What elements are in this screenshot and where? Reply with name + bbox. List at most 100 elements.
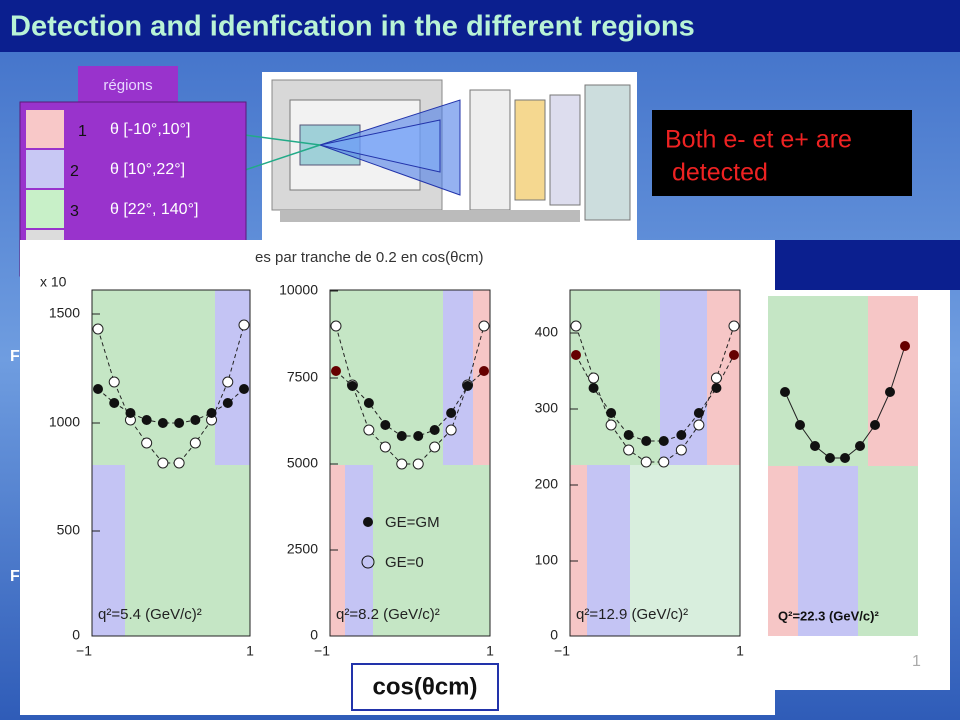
legend-entry: GE=0: [385, 554, 424, 571]
curve: [335, 370, 485, 437]
blue-bar: [765, 240, 960, 290]
open-point: [588, 372, 600, 384]
filled-point: [141, 415, 152, 425]
region-range: θ [-10°,10°]: [110, 121, 190, 138]
region-band: [215, 290, 250, 465]
filled-point: [571, 350, 581, 360]
curve: [575, 325, 735, 463]
y-tick-label: 0: [72, 627, 80, 643]
region-band: [330, 290, 443, 465]
region-band: [768, 466, 798, 636]
region-band: [630, 465, 740, 636]
open-point: [623, 444, 635, 456]
region-band: [570, 290, 660, 465]
filled-point: [693, 408, 704, 418]
y-tick-label: 0: [550, 627, 558, 643]
region-swatch: [26, 110, 64, 148]
filled-point: [840, 453, 850, 463]
plot-frame: [569, 289, 741, 637]
region-range: θ [22°, 140°]: [110, 201, 198, 218]
plot-frame: [91, 289, 251, 637]
filled-point: [222, 398, 233, 408]
panel-label: q²=8.2 (GeV/c)²: [336, 606, 440, 623]
region-number: 1: [78, 123, 87, 140]
x-tick-label: 1: [246, 643, 254, 659]
title-bar: [0, 0, 960, 52]
region-band: [92, 465, 125, 636]
x-tick-label: −1: [314, 643, 330, 659]
figure-caption: es par tranche de 0.2 en cos(θcm): [255, 249, 483, 266]
filled-point: [641, 436, 652, 446]
filled-point: [429, 425, 440, 435]
callout-line: detected: [672, 159, 768, 187]
region-band: [373, 465, 490, 636]
x-tick-label: −1: [554, 643, 570, 659]
open-point: [363, 424, 375, 436]
filled-point: [825, 453, 835, 463]
legend-entry: GE=GM: [385, 514, 440, 531]
curve: [97, 324, 245, 464]
open-point: [429, 441, 441, 453]
filled-point: [109, 398, 120, 408]
y-tick-label: 7500: [287, 369, 318, 385]
open-point: [157, 457, 169, 469]
region-band: [587, 465, 630, 636]
panel4-label: Q²=22.3 (GeV/c)²: [778, 608, 879, 623]
y-tick-label: 100: [535, 552, 559, 568]
filled-point: [331, 366, 341, 376]
filled-point: [795, 420, 805, 430]
y-tick-label: 1500: [49, 305, 80, 321]
x-axis-label: cos(θcm): [373, 673, 478, 700]
open-point: [658, 456, 670, 468]
open-point: [693, 419, 705, 431]
filled-point: [93, 384, 103, 394]
filled-point: [676, 430, 687, 440]
filled-point: [462, 381, 473, 391]
region-band: [858, 466, 918, 636]
axis-multiplier: x 10: [40, 274, 67, 290]
panel-label: q²=12.9 (GeV/c)²: [576, 606, 688, 623]
filled-point: [125, 408, 136, 418]
filled-point: [711, 383, 722, 393]
region-number: 3: [70, 203, 79, 220]
open-point: [238, 319, 250, 331]
region-band: [570, 465, 587, 636]
filled-point: [855, 441, 865, 451]
filled-point: [870, 420, 880, 430]
region-band: [345, 465, 373, 636]
filled-point: [413, 431, 424, 441]
filled-point: [396, 431, 407, 441]
curve: [575, 354, 735, 442]
filled-point: [190, 415, 201, 425]
open-point: [445, 424, 457, 436]
regions-tab: [78, 66, 178, 102]
plot-frame: [329, 289, 491, 637]
y-tick-label: 500: [57, 522, 81, 538]
filled-point: [606, 408, 617, 418]
page-number: 1: [912, 653, 921, 670]
y-tick-label: 400: [535, 324, 559, 340]
region-band: [868, 296, 918, 466]
y-tick-label: 0: [310, 627, 318, 643]
open-point: [379, 441, 391, 453]
y-tick-label: 300: [535, 400, 559, 416]
panel-label: q²=5.4 (GeV/c)²: [98, 606, 202, 623]
open-point: [92, 323, 104, 335]
region-band: [768, 296, 868, 466]
x-tick-label: 1: [736, 643, 744, 659]
open-point: [728, 320, 740, 332]
region-band: [443, 290, 473, 465]
filled-point: [363, 398, 374, 408]
region-range: θ [10°,22°]: [110, 161, 185, 178]
side-letter: F: [10, 568, 20, 585]
filled-point: [239, 384, 249, 394]
open-point: [189, 437, 201, 449]
filled-point: [206, 408, 217, 418]
region-band: [473, 290, 490, 465]
legend-marker-filled: [363, 517, 373, 527]
open-point: [141, 437, 153, 449]
open-point: [330, 320, 342, 332]
y-tick-label: 200: [535, 476, 559, 492]
filled-point: [347, 381, 358, 391]
